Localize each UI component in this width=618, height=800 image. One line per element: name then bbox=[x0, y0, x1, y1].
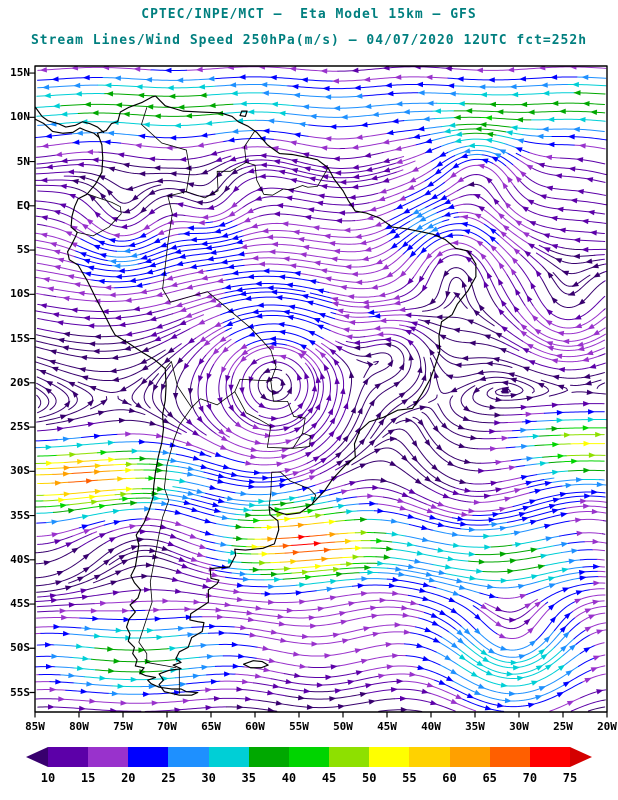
colorbar-tick-label: 60 bbox=[442, 771, 457, 785]
y-axis-tick-label: 15S bbox=[10, 331, 30, 345]
colorbar-segment bbox=[409, 747, 450, 767]
colorbar-tick-label: 30 bbox=[201, 771, 216, 785]
colorbar-segment bbox=[128, 747, 169, 767]
colorbar-tick-label: 55 bbox=[402, 771, 417, 785]
y-axis-tick-label: 45S bbox=[10, 597, 30, 611]
colorbar-tick-label: 70 bbox=[522, 771, 538, 785]
y-axis-tick-label: 20S bbox=[10, 375, 30, 389]
colorbar-tick-label: 45 bbox=[321, 771, 337, 785]
colorbar-segment bbox=[88, 747, 129, 767]
colorbar-segment bbox=[449, 747, 490, 767]
colorbar-tick-label: 10 bbox=[40, 771, 56, 785]
colorbar-tick-label: 20 bbox=[121, 771, 136, 785]
colorbar-segment bbox=[369, 747, 410, 767]
colorbar-segment bbox=[248, 747, 289, 767]
x-axis-tick-label: 35W bbox=[465, 720, 485, 733]
colorbar-segment bbox=[168, 747, 209, 767]
x-axis-tick-label: 40W bbox=[421, 720, 441, 733]
colorbar-segment bbox=[329, 747, 370, 767]
y-axis-tick-label: 15N bbox=[10, 66, 30, 80]
x-axis-tick-label: 50W bbox=[333, 720, 353, 733]
colorbar-segment bbox=[288, 747, 330, 767]
y-axis-tick-label: 5N bbox=[16, 154, 30, 168]
x-axis-tick-label: 25W bbox=[553, 720, 573, 733]
wind-speed-colorbar bbox=[26, 747, 593, 767]
colorbar-tick-label: 75 bbox=[562, 771, 578, 785]
y-axis-tick-label: 35S bbox=[10, 508, 30, 522]
x-axis-tick-label: 70W bbox=[157, 720, 177, 733]
colorbar-left-arrow bbox=[26, 747, 48, 767]
y-axis-tick-label: EQ bbox=[16, 198, 30, 212]
colorbar-tick-label: 25 bbox=[161, 771, 176, 785]
y-axis-tick-label: 25S bbox=[10, 420, 30, 434]
colorbar-segment bbox=[48, 747, 89, 767]
colorbar-tick-label: 15 bbox=[80, 771, 96, 785]
y-axis-tick-label: 55S bbox=[10, 685, 30, 699]
colorbar-tick-label: 40 bbox=[281, 771, 297, 785]
x-axis-tick-label: 30W bbox=[509, 720, 529, 733]
colorbar-tick-label: 50 bbox=[361, 771, 377, 785]
y-axis-tick-label: 5S bbox=[16, 243, 30, 257]
x-axis-tick-label: 60W bbox=[245, 720, 265, 733]
colorbar-tick-label: 65 bbox=[482, 771, 497, 785]
colorbar-tick-label: 35 bbox=[241, 771, 256, 785]
x-axis-tick-label: 85W bbox=[25, 720, 45, 733]
y-axis-tick-label: 30S bbox=[10, 464, 30, 478]
x-axis-tick-label: 65W bbox=[201, 720, 221, 733]
colorbar-segment bbox=[489, 747, 530, 767]
x-axis-tick-label: 20W bbox=[597, 720, 617, 733]
y-axis-tick-label: 50S bbox=[10, 641, 30, 655]
y-axis-tick-label: 10N bbox=[10, 110, 30, 124]
y-axis-tick-label: 10S bbox=[10, 287, 30, 301]
colorbar-segment bbox=[208, 747, 249, 767]
x-axis-tick-label: 80W bbox=[69, 720, 89, 733]
colorbar-segment bbox=[529, 747, 571, 767]
colorbar-right-arrow bbox=[570, 747, 593, 767]
x-axis-tick-label: 45W bbox=[377, 720, 397, 733]
x-axis-tick-label: 55W bbox=[289, 720, 309, 733]
x-axis-tick-label: 75W bbox=[113, 720, 133, 733]
y-axis-tick-label: 40S bbox=[10, 552, 30, 566]
